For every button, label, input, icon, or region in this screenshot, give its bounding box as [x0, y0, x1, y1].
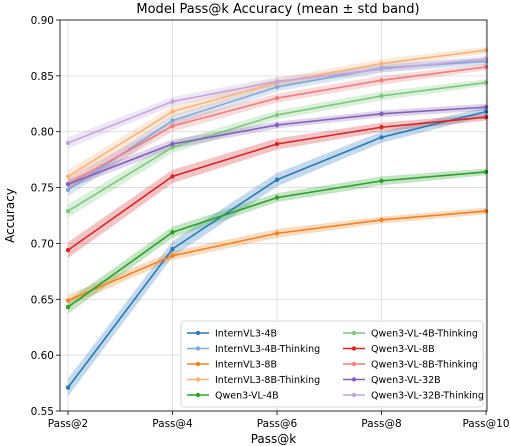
y-tick-label: 0.55 — [31, 406, 54, 418]
legend-entry-label: InternVL3-4B — [215, 329, 277, 340]
legend: InternVL3-4B InternVL3-4B-Thinking InternV… — [180, 320, 484, 408]
data-point — [65, 304, 71, 310]
data-point — [170, 253, 175, 258]
data-point — [483, 64, 489, 70]
data-point — [379, 93, 384, 99]
legend-swatch-marker — [195, 377, 201, 382]
legend-swatch-marker — [351, 392, 357, 398]
data-point — [65, 208, 71, 214]
axis-ticks: 0.55 0.60 0.65 0.70 0.75 0.80 0.85 0.90 Pass@2 Pa… — [31, 15, 510, 430]
legend-entry-label: InternVL3-8B-Thinking — [215, 375, 320, 386]
data-point — [483, 47, 489, 53]
data-point — [274, 177, 280, 182]
data-point — [379, 61, 384, 66]
data-point — [170, 230, 175, 235]
data-point — [483, 169, 489, 175]
x-axis-title: Pass@k — [251, 432, 297, 446]
y-tick-label: 0.90 — [31, 15, 54, 27]
y-tick-label: 0.60 — [31, 350, 54, 362]
data-point — [274, 231, 280, 236]
plot-frame — [59, 19, 488, 412]
x-tick-label: Pass@4 — [152, 418, 193, 430]
data-point — [379, 125, 384, 130]
data-point — [483, 104, 489, 110]
data-point — [379, 111, 384, 117]
x-tick-label: Pass@8 — [361, 418, 401, 430]
legend-entry-label: InternVL3-4B-Thinking — [215, 344, 320, 355]
data-point — [65, 187, 71, 193]
data-point — [170, 141, 175, 147]
data-point — [170, 145, 175, 150]
legend-entry-label: Qwen3-VL-32B-Thinking — [371, 391, 484, 402]
x-tick-label: Pass@6 — [257, 418, 298, 430]
legend-swatch-marker — [195, 346, 201, 351]
legend-entry-label: Qwen3-VL-8B — [371, 344, 435, 355]
legend-entry-label: Qwen3-VL-4B — [215, 391, 279, 402]
data-point — [274, 195, 280, 200]
data-point — [65, 298, 71, 303]
data-point — [483, 114, 489, 120]
data-point — [170, 109, 175, 114]
x-tick-label: Pass@10 — [462, 418, 509, 430]
data-point — [170, 174, 175, 179]
legend-entry-label: Qwen3-VL-4B-Thinking — [371, 329, 478, 340]
legend-swatch-marker — [195, 392, 201, 398]
data-point — [274, 141, 280, 147]
data-point — [170, 118, 175, 123]
y-axis-title: Accuracy — [3, 188, 17, 243]
x-tick-label: Pass@2 — [48, 418, 88, 430]
data-point — [483, 109, 489, 114]
legend-swatch-marker — [195, 330, 201, 336]
legend-entry-label: InternVL3-8B — [215, 360, 277, 371]
data-point — [379, 178, 384, 184]
chart-title: Model Pass@k Accuracy (mean ± std band) — [136, 2, 419, 17]
legend-entry-label: Qwen3-VL-32B — [371, 375, 441, 386]
data-point — [483, 56, 489, 62]
data-point — [274, 122, 280, 128]
legend-swatch-marker — [195, 361, 201, 367]
std-band — [68, 207, 486, 306]
data-point — [274, 79, 280, 84]
data-point — [65, 385, 71, 390]
data-point — [379, 78, 384, 83]
data-point — [170, 99, 175, 104]
data-point — [379, 66, 384, 72]
data-point — [274, 112, 280, 118]
data-point — [65, 174, 71, 179]
legend-swatch-marker — [351, 346, 357, 351]
y-tick-label: 0.85 — [31, 71, 54, 83]
legend-swatch-marker — [351, 377, 357, 382]
legend-box — [180, 320, 484, 408]
data-point — [65, 140, 71, 146]
y-tick-label: 0.75 — [31, 183, 54, 195]
data-point — [170, 246, 175, 252]
data-point — [170, 123, 175, 129]
data-point — [274, 96, 280, 101]
legend-swatch-marker — [351, 361, 357, 367]
legend-entry-label: Qwen3-VL-8B-Thinking — [371, 360, 478, 371]
data-point — [379, 217, 384, 223]
y-tick-label: 0.70 — [31, 238, 54, 250]
data-point — [379, 135, 384, 140]
data-point — [274, 84, 280, 90]
data-point — [65, 247, 71, 253]
std-band — [68, 103, 486, 189]
y-tick-label: 0.65 — [31, 294, 54, 306]
data-point — [483, 208, 489, 214]
y-tick-label: 0.80 — [31, 127, 54, 139]
std-band — [68, 55, 486, 149]
data-point — [65, 182, 71, 187]
legend-swatch-marker — [351, 330, 357, 336]
data-point — [483, 80, 489, 85]
